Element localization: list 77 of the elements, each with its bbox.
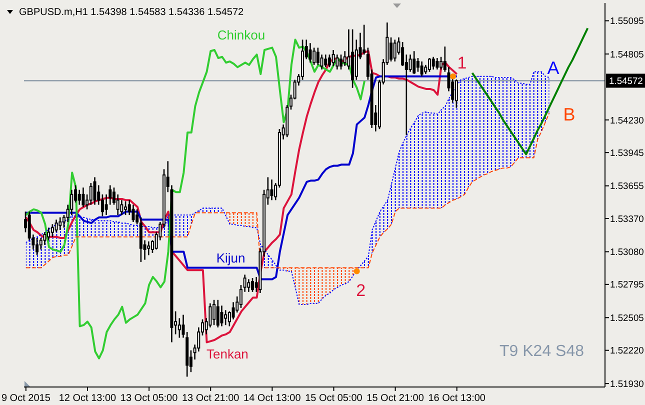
y-tick-label: 1.52505 [610,312,644,323]
candlestick [340,54,343,70]
line-series [471,27,589,156]
candlestick [343,50,346,67]
candlestick [362,24,366,56]
candlestick [390,36,393,62]
x-tick-label: 9 Oct 2015 [1,393,51,404]
annotation: 1 [457,53,467,72]
x-tick-label: 12 Oct 13:00 [58,393,117,404]
candlestick [320,54,324,70]
candlestick [247,278,250,293]
y-tick-label: 1.54230 [610,114,644,126]
candlestick [147,240,150,256]
candlestick [89,182,92,206]
y-tick-label: 1.54805 [610,48,644,60]
candlestick [332,49,335,67]
candlestick [336,54,339,70]
candlestick [136,208,139,225]
candlestick [43,232,46,246]
candlestick [401,41,404,67]
candlestick [116,194,120,216]
candlestick [328,54,331,68]
candlestick [93,176,96,206]
y-tick-label: 1.52220 [610,344,644,356]
candlestick [251,277,254,293]
candlestick [416,57,420,72]
x-tick-label: 15 Oct 21:00 [366,393,424,404]
candlestick [178,318,181,338]
y-tick-label: 1.52795 [610,278,644,290]
x-tick-label: 13 Oct 21:00 [182,393,240,404]
candlestick [47,227,50,241]
candlestick [308,42,312,64]
candlestick [436,57,439,70]
y-tick-label: 1.53945 [610,146,644,158]
y-tick-label: 1.53080 [610,246,644,258]
candlestick [316,47,320,66]
candlestick [270,178,274,201]
ref-line-label: 1.54572 [609,75,643,86]
y-tick-label: 1.51930 [610,378,644,389]
candlestick [454,78,458,108]
candlestick [408,54,412,72]
y-tick-label: 1.53370 [610,212,644,224]
series-label: Chinkou [217,27,266,42]
x-tick-label: 16 Oct 13:00 [428,393,486,404]
annotation: T9 K24 S48 [500,343,584,360]
candlestick [54,218,58,233]
candlestick [212,299,216,326]
candlestick [428,57,432,72]
candlestick [58,216,62,231]
annotation: 2 [356,281,366,300]
x-tick-label: 13 Oct 05:00 [120,393,178,404]
series-label: A [547,58,560,78]
candlestick [132,204,135,223]
candlestick [216,299,220,328]
candlestick [36,237,39,256]
candlestick [50,224,54,238]
candlestick [124,200,128,216]
candlestick [220,304,224,327]
candlestick [440,56,443,70]
y-tick-label: 1.53655 [610,180,644,192]
x-tick-label: 14 Oct 13:00 [244,393,302,404]
x-tick-label: 15 Oct 05:00 [305,393,363,404]
candlestick [312,47,316,66]
chart-title: GBPUSD.m,H1 1.54398 1.54583 1.54336 1.54572 [19,7,244,18]
candlestick [224,310,228,326]
candlestick [324,54,328,68]
candlestick [78,189,81,206]
candlestick [420,60,424,78]
y-tick-label: 1.55095 [610,15,644,26]
series-label: Tenkan [206,346,248,362]
line-series [24,38,366,360]
series-label: Kijun [216,250,246,266]
candlestick [393,39,396,62]
candlestick [412,50,416,75]
series-label: B [563,104,576,125]
candlestick [432,56,435,70]
candlestick [82,186,85,208]
